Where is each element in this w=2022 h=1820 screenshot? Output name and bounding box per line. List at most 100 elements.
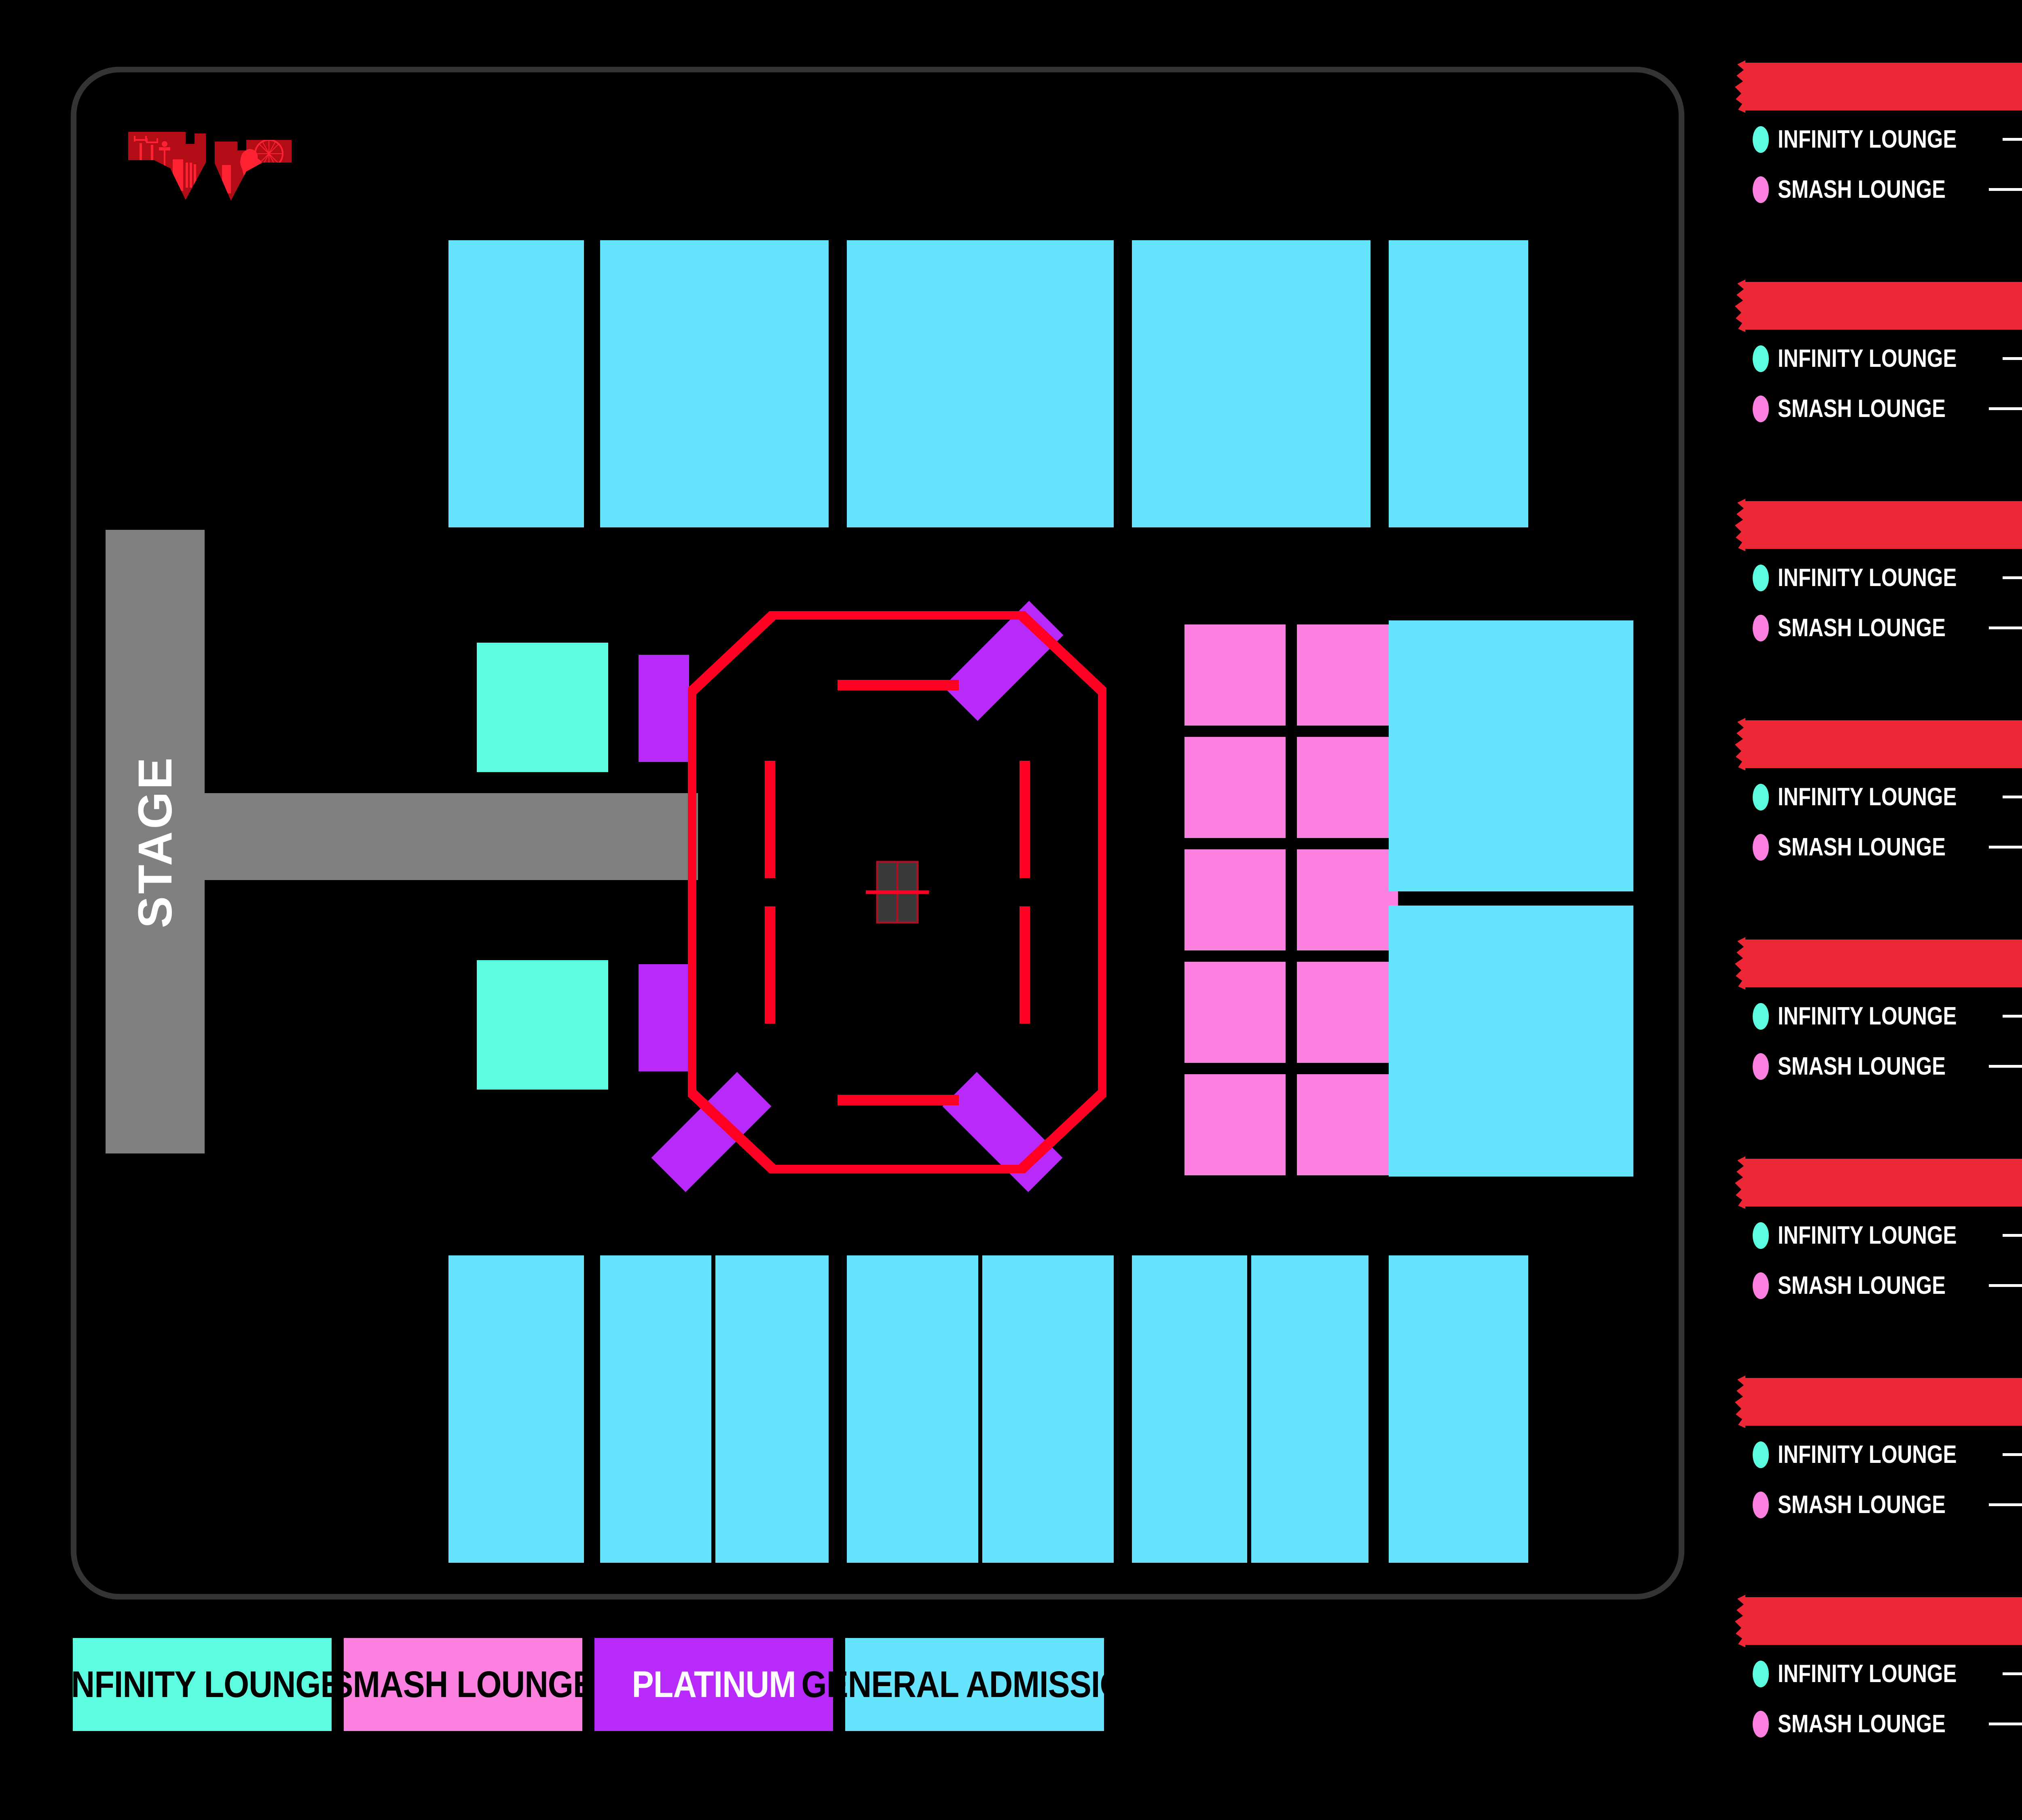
session-tier-list: INFINITY LOUNGE$248PLATINUM$148SMASH LOU… (1739, 1206, 2022, 1304)
session-block-2: SESSION 2 | 22 FEB (EVENING) INFINITY LOU… (1735, 279, 2022, 427)
section-platinum-upper-left[interactable] (639, 655, 689, 762)
session-header-banner[interactable]: SESSION 8 | 25 FEB (EVENING) (1735, 1595, 2022, 1647)
section-smash-lounge[interactable] (1184, 737, 1286, 838)
leader-line (2002, 576, 2022, 579)
legend-chip-label: SMASH LOUNGE (331, 1663, 595, 1705)
session-tier-list: INFINITY LOUNGE$208PLATINUM$118SMASH LOU… (1739, 110, 2022, 208)
section-general-admission-bottom-2[interactable] (600, 1255, 711, 1563)
leader-line (2002, 357, 2022, 360)
section-general-admission-bottom-3[interactable] (715, 1255, 829, 1563)
stage-label: STAGE (128, 755, 182, 928)
session-header-banner[interactable]: SESSION 5 | 24 FEB (AFTERNOON) (1735, 937, 2022, 990)
leader-line (2002, 1453, 2022, 1456)
legend-chip-smash-lounge[interactable]: SMASH LOUNGE (332, 1638, 595, 1731)
section-general-admission-top-1[interactable] (448, 240, 584, 527)
leader-line (1989, 1284, 2022, 1287)
section-general-admission-top-2[interactable] (600, 240, 829, 527)
tier-row-smash-lounge[interactable]: SMASH LOUNGE$208 (1753, 1707, 2022, 1742)
section-general-admission-bottom-4[interactable] (847, 1255, 978, 1563)
section-smash-lounge[interactable] (1184, 849, 1286, 950)
session-tier-list: INFINITY LOUNGE$208PLATINUM$128SMASH LOU… (1739, 549, 2022, 646)
session-tier-list: INFINITY LOUNGE$248PLATINUM$148SMASH LOU… (1739, 1645, 2022, 1742)
section-platinum-lower-left[interactable] (639, 964, 689, 1071)
section-general-admission-bottom-1[interactable] (448, 1255, 584, 1563)
tier-grid: INFINITY LOUNGE$228PLATINUM$128SMASH LOU… (1753, 1437, 2022, 1522)
tier-color-dot-icon (1753, 1441, 1769, 1468)
tier-color-dot-icon (1753, 345, 1769, 372)
section-general-admission-bottom-5[interactable] (982, 1255, 1114, 1563)
tier-row-infinity-lounge[interactable]: INFINITY LOUNGE$208 (1753, 561, 2022, 595)
torn-edge-left (1735, 1595, 1745, 1647)
legend-chip-infinity-lounge[interactable]: INFINITY LOUNGE (62, 1638, 343, 1731)
section-general-admission-bottom-6[interactable] (1132, 1255, 1247, 1563)
tier-row-smash-lounge[interactable]: SMASH LOUNGE$188 (1753, 392, 2022, 426)
tier-row-infinity-lounge[interactable]: INFINITY LOUNGE$248 (1753, 1657, 2022, 1691)
tier-color-dot-icon (1753, 1491, 1769, 1518)
section-infinity-lounge-lower[interactable] (477, 960, 608, 1090)
torn-edge-left (1735, 279, 1745, 332)
seat-map-pane: STAGE (62, 67, 1684, 1731)
section-general-admission-bottom-8[interactable] (1389, 1255, 1528, 1563)
tier-row-infinity-lounge[interactable]: INFINITY LOUNGE$228 (1753, 999, 2022, 1034)
tier-name: INFINITY LOUNGE (1778, 1441, 1957, 1469)
leader-line (1989, 1503, 2022, 1506)
section-smash-lounge[interactable] (1297, 624, 1398, 726)
tier-grid: INFINITY LOUNGE$208PLATINUM$128SMASH LOU… (1753, 561, 2022, 645)
session-header-banner[interactable]: SESSION 4 | 23 FEB (EVENING) (1735, 718, 2022, 770)
section-smash-lounge[interactable] (1297, 962, 1398, 1063)
legend-chip-platinum[interactable]: PLATINUM (594, 1638, 833, 1731)
section-general-admission-bottom-7[interactable] (1251, 1255, 1368, 1563)
tier-name: INFINITY LOUNGE (1778, 564, 1957, 592)
section-smash-lounge[interactable] (1184, 1074, 1286, 1175)
tier-color-dot-icon (1753, 783, 1769, 811)
section-general-admission-right-upper[interactable] (1389, 620, 1633, 891)
section-smash-lounge[interactable] (1184, 624, 1286, 726)
leader-line (1989, 407, 2022, 410)
section-general-admission-top-3[interactable] (847, 240, 1114, 527)
tier-row-infinity-lounge[interactable]: INFINITY LOUNGE$228 (1753, 780, 2022, 815)
session-tier-list: INFINITY LOUNGE$208PLATINUM$138SMASH LOU… (1739, 330, 2022, 427)
legend-chip-general-admission[interactable]: GENERAL ADMISSION (801, 1638, 1148, 1731)
section-smash-lounge[interactable] (1297, 1074, 1398, 1175)
session-pricing-pane: SESSION 1 | 22 FEB (AFTERNOON) INFINITY L… (1735, 0, 2022, 1820)
leader-line (1989, 846, 2022, 849)
session-header-banner[interactable]: SESSION 1 | 22 FEB (AFTERNOON) (1735, 60, 2022, 113)
tier-row-smash-lounge[interactable]: SMASH LOUNGE$188 (1753, 1488, 2022, 1522)
tier-grid: INFINITY LOUNGE$208PLATINUM$138SMASH LOU… (1753, 341, 2022, 426)
tier-row-smash-lounge[interactable]: SMASH LOUNGE$208 (1753, 1268, 2022, 1303)
tier-row-infinity-lounge[interactable]: INFINITY LOUNGE$208 (1753, 341, 2022, 376)
tier-row-smash-lounge[interactable]: SMASH LOUNGE$188 (1753, 611, 2022, 645)
tier-row-infinity-lounge[interactable]: INFINITY LOUNGE$248 (1753, 1218, 2022, 1253)
tier-grid: INFINITY LOUNGE$228PLATINUM$128SMASH LOU… (1753, 780, 2022, 865)
venue-map-frame[interactable]: STAGE (71, 67, 1684, 1600)
stage-block: STAGE (106, 530, 205, 1153)
tier-color-dot-icon (1753, 614, 1769, 641)
tier-row-smash-lounge[interactable]: SMASH LOUNGE$188 (1753, 1049, 2022, 1084)
session-header-banner[interactable]: SESSION 3 | 23 FEB (AFTERNOON) (1735, 499, 2022, 551)
section-general-admission-right-lower[interactable] (1389, 906, 1633, 1177)
tier-grid: INFINITY LOUNGE$208PLATINUM$118SMASH LOU… (1753, 122, 2022, 207)
session-header-banner[interactable]: SESSION 2 | 22 FEB (EVENING) (1735, 279, 2022, 332)
legend-chip-label: PLATINUM (632, 1663, 796, 1705)
session-tier-list: INFINITY LOUNGE$228PLATINUM$128SMASH LOU… (1739, 1426, 2022, 1523)
section-smash-lounge[interactable] (1297, 849, 1398, 950)
performance-ring[interactable] (688, 611, 1106, 1173)
tier-row-smash-lounge[interactable]: SMASH LOUNGE$188 (1753, 830, 2022, 865)
session-header-banner[interactable]: SESSION 7 | 25 FEB (AFTERNOON) (1735, 1376, 2022, 1428)
map-legend: INFINITY LOUNGE SMASH LOUNGE PLATINUM GENER… (62, 1638, 1148, 1731)
section-general-admission-top-4[interactable] (1132, 240, 1371, 527)
torn-edge-left (1735, 1156, 1745, 1209)
stage-runway (205, 793, 698, 880)
section-smash-lounge[interactable] (1184, 962, 1286, 1063)
section-infinity-lounge-upper[interactable] (477, 643, 608, 772)
session-header-banner[interactable]: SESSION 6 | 24 FEB (EVENING) (1735, 1156, 2022, 1209)
tier-row-infinity-lounge[interactable]: INFINITY LOUNGE$208 (1753, 122, 2022, 157)
section-general-admission-top-5[interactable] (1389, 240, 1528, 527)
tier-color-dot-icon (1753, 1003, 1769, 1030)
tier-name: SMASH LOUNGE (1778, 1272, 1946, 1299)
tier-row-smash-lounge[interactable]: SMASH LOUNGE$168 (1753, 172, 2022, 207)
section-smash-lounge[interactable] (1297, 737, 1398, 838)
leader-line (2002, 1234, 2022, 1237)
tier-row-infinity-lounge[interactable]: INFINITY LOUNGE$228 (1753, 1437, 2022, 1472)
